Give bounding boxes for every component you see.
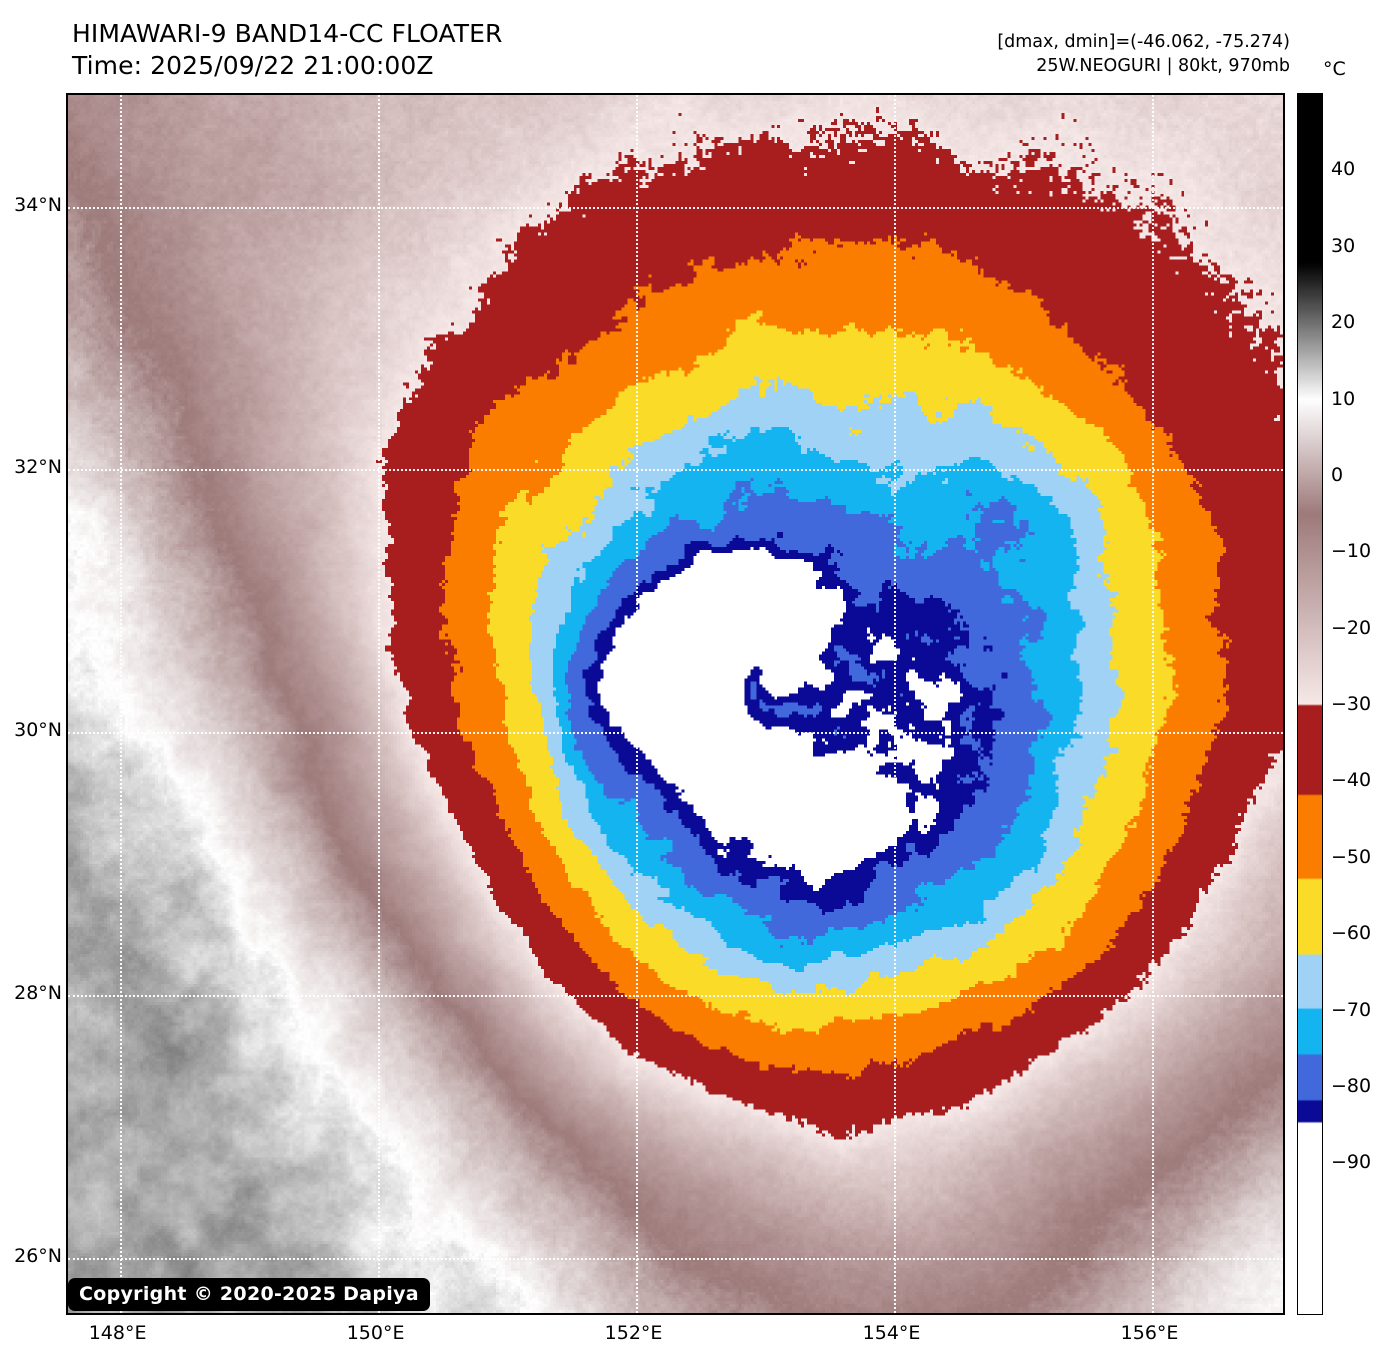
x-axis-tick: 150°E [346,1322,405,1344]
metadata-block: [dmax, dmin]=(-46.062, -75.274) 25W.NEOG… [997,30,1290,78]
satellite-image-plot[interactable] [66,93,1285,1315]
colorbar-unit-label: °C [1323,58,1346,80]
y-axis-tick: 30°N [14,719,62,742]
time-label: Time: 2025/09/22 21:00:00Z [72,51,434,80]
colorbar-tick: −10 [1331,540,1372,563]
colorbar-tick: −30 [1331,693,1372,715]
x-axis-tick: 148°E [88,1322,147,1344]
dminmax-label: [dmax, dmin]=(-46.062, -75.274) [997,32,1290,52]
y-axis-tick: 26°N [14,1244,62,1267]
colorbar-tick: −50 [1331,845,1372,868]
colorbar-tick: 10 [1331,387,1356,410]
colorbar-tick: −90 [1331,1151,1372,1174]
x-axis-tick: 152°E [604,1322,663,1344]
product-title: HIMAWARI-9 BAND14-CC FLOATER [72,19,503,48]
colorbar-tick: −70 [1331,998,1372,1021]
x-axis-tick: 156°E [1120,1322,1179,1344]
colorbar-tick: −80 [1331,1074,1372,1097]
colorbar-tick: 20 [1331,311,1356,334]
title-block: HIMAWARI-9 BAND14-CC FLOATER Time: 2025/… [72,18,503,82]
colorbar-tick: 30 [1331,234,1356,257]
y-axis-tick: 34°N [14,193,62,216]
infrared-satellite-raster [68,95,1283,1313]
temperature-colorbar [1297,93,1323,1315]
storm-label: 25W.NEOGURI | 80kt, 970mb [1036,56,1290,76]
colorbar-tick: 0 [1331,463,1344,486]
colorbar-tick: −40 [1331,769,1372,792]
x-axis-tick: 154°E [862,1322,921,1344]
y-axis-tick: 28°N [14,982,62,1005]
colorbar-tick: 40 [1331,158,1356,181]
colorbar-tick: −60 [1331,922,1372,945]
y-axis-tick: 32°N [14,456,62,479]
colorbar-tick: −20 [1331,616,1372,639]
copyright-watermark: Copyright © 2020-2025 Dapiya [68,1278,430,1311]
